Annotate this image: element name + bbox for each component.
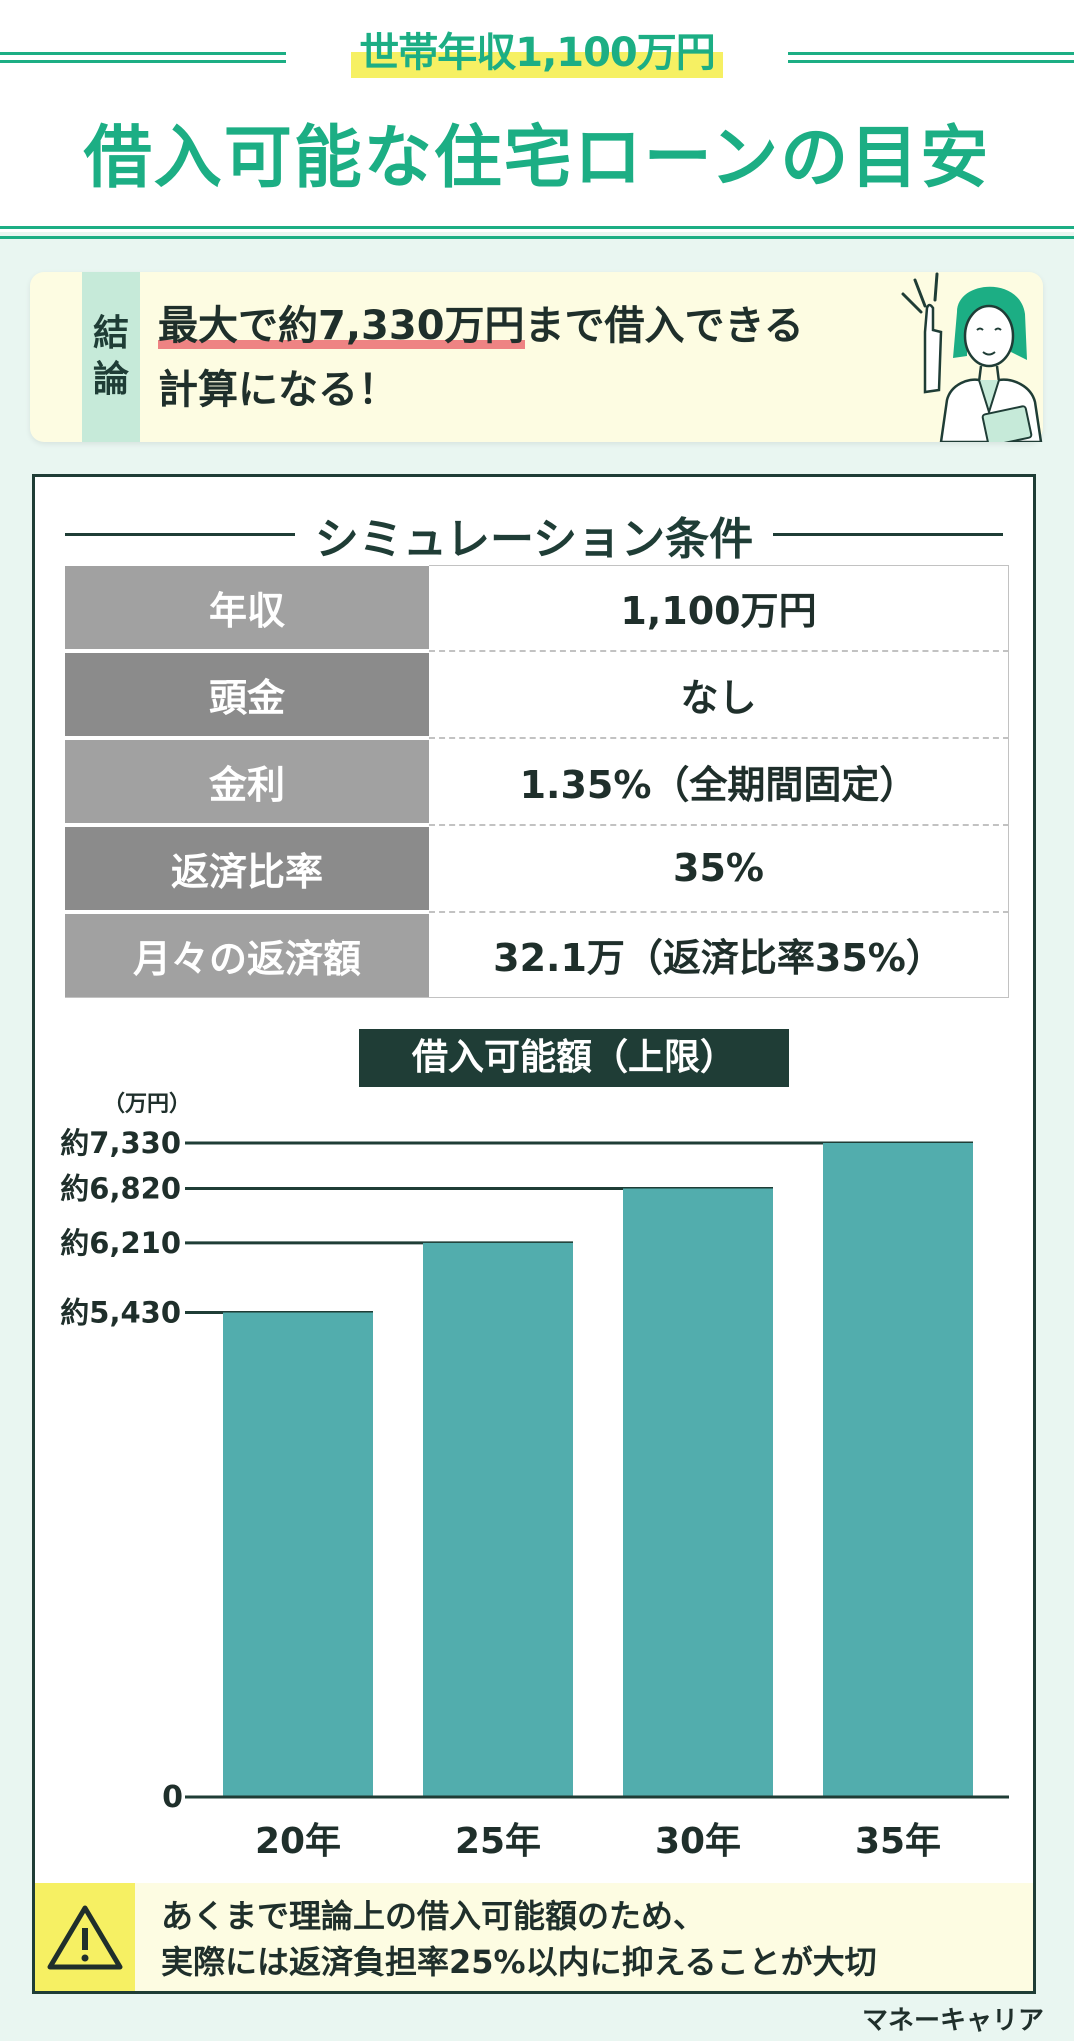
section-title: シミュレーション条件 (35, 503, 1033, 567)
table-row: 金利 1.35%（全期間固定） (65, 735, 1009, 825)
x-tick-label: 25年 (455, 1821, 541, 1862)
row-value: 35% (429, 823, 1009, 912)
table-row: 月々の返済額 32.1万（返済比率35%） (65, 909, 1009, 998)
conclusion-tag-char-2: 論 (92, 359, 129, 400)
header-tag: 世帯年収1,100万円 (0, 20, 1074, 78)
y-tick-label: 約7,330 (60, 1126, 181, 1160)
header: 世帯年収1,100万円 借入可能な住宅ローンの目安 (0, 0, 1074, 239)
header-rule-right-2 (788, 60, 1074, 63)
bar-25年 (423, 1242, 573, 1797)
header-rule-left (0, 52, 286, 55)
x-tick-label: 30年 (655, 1821, 741, 1862)
bar-chart: （万円） 約5,430 約6,210 約6,820 約7,330 20年 25年 30年 3… (60, 1092, 1009, 1862)
row-label: 金利 (65, 735, 429, 825)
row-value: なし (429, 649, 1009, 738)
row-label: 月々の返済額 (65, 909, 429, 998)
header-rule-left-2 (0, 60, 286, 63)
conclusion-line1-rest: まで借入できる (524, 303, 804, 349)
table-row: 年収 1,100万円 (65, 565, 1009, 651)
bar-35年 (823, 1143, 973, 1797)
brand-logo: マネーキャリア (861, 2006, 1044, 2036)
y-tick-label: 約6,820 (60, 1172, 181, 1206)
row-value: 1.35%（全期間固定） (429, 736, 1009, 825)
row-label: 返済比率 (65, 822, 429, 912)
note-box: あくまで理論上の借入可能額のため、 実際には返済負担率25%以内に抑えることが大… (35, 1883, 1033, 1991)
conclusion-text: 最大で約7,330万円まで借入できる 計算になる！ (158, 294, 804, 422)
header-tag-text: 世帯年収1,100万円 (351, 20, 723, 78)
row-value: 32.1万（返済比率35%） (429, 910, 1009, 998)
note-text: あくまで理論上の借入可能額のため、 実際には返済負担率25%以内に抑えることが大… (161, 1893, 877, 1985)
page-title: 借入可能な住宅ローンの目安 (83, 119, 991, 198)
table-row: 頭金 なし (65, 648, 1009, 738)
header-bottom-rule-2 (0, 236, 1074, 239)
bar-30年 (623, 1188, 773, 1797)
conditions-table: 年収 1,100万円 頭金 なし 金利 1.35%（全期間固定） 返済比率 35% 月々… (65, 565, 1009, 998)
row-label: 年収 (65, 565, 429, 651)
conclusion-line2: 計算になる！ (158, 367, 398, 413)
y-tick-label: 約6,210 (60, 1226, 181, 1260)
row-value: 1,100万円 (429, 565, 1009, 651)
simulation-panel: シミュレーション条件 年収 1,100万円 頭金 なし 金利 1.35%（全期間固定）… (32, 474, 1036, 1994)
note-line-2: 実際には返済負担率25%以内に抑えることが大切 (161, 1943, 877, 1981)
x-tick-label: 20年 (255, 1821, 341, 1862)
section-title-text: シミュレーション条件 (294, 514, 774, 565)
woman-pointing-illustration (901, 272, 1043, 442)
conclusion-tag: 結 論 (82, 272, 140, 442)
bar-20年 (223, 1312, 373, 1797)
chart-title: 借入可能額（上限） (359, 1029, 789, 1087)
note-line-1: あくまで理論上の借入可能額のため、 (161, 1897, 706, 1935)
x-tick-label: 35年 (855, 1821, 941, 1862)
warning-icon (35, 1883, 135, 1991)
conclusion-tag-char-1: 結 (92, 313, 129, 354)
conclusion-box: 結 論 最大で約7,330万円まで借入できる 計算になる！ (30, 272, 1043, 442)
header-rule-right (788, 52, 1074, 55)
row-label: 頭金 (65, 648, 429, 738)
y-unit-label: （万円） (103, 1092, 191, 1117)
conclusion-highlight: 最大で約7,330万円 (158, 303, 525, 349)
y-tick-label: 約5,430 (60, 1296, 181, 1330)
table-row: 返済比率 35% (65, 822, 1009, 912)
header-bottom-rule (0, 226, 1074, 229)
y-tick-zero: 0 (162, 1780, 183, 1815)
